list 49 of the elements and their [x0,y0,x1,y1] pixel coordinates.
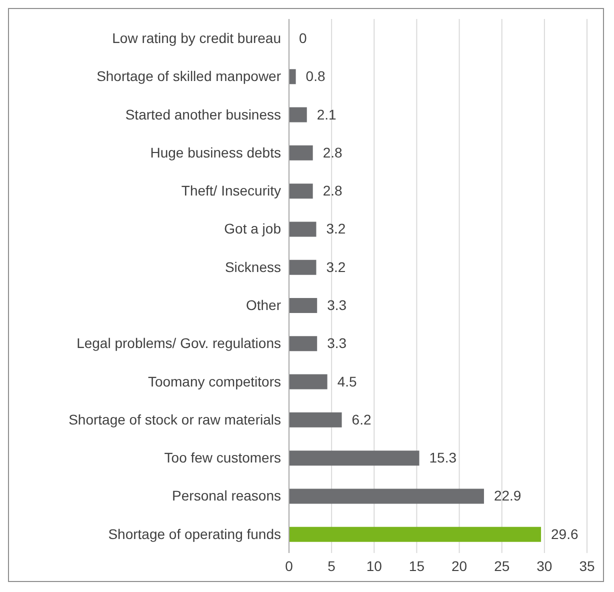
data-label: 3.3 [327,296,347,313]
x-tick-label: 25 [494,558,510,574]
x-tick-label: 0 [285,558,294,574]
data-label: 3.2 [326,258,346,275]
y-tick-label: Got a job [224,220,282,237]
y-tick-label: Too few customers [164,450,281,466]
bar [289,107,307,122]
data-label: 2.1 [316,106,337,122]
bar [289,298,318,313]
y-tick-label: Low rating by credit bureau [112,30,281,46]
bar [289,450,420,466]
data-label: 0 [299,30,307,46]
x-tick-label: 35 [579,558,595,574]
bar [289,526,542,542]
bar [289,145,313,160]
y-tick-label: Sickness [224,258,281,275]
y-tick-label: Theft/ Insecurity [181,182,281,199]
bar [289,184,313,199]
bar [289,222,316,237]
y-tick-label: Other [246,296,282,313]
bar [289,374,328,390]
y-tick-label: Huge business debts [150,144,281,160]
x-tick-label: 10 [366,558,382,574]
bar [289,488,484,504]
data-label: 3.2 [326,220,346,237]
data-label: 2.8 [322,182,343,199]
bar [289,336,318,352]
data-label: 29.6 [551,526,578,542]
x-tick-label: 30 [536,558,552,574]
data-label: 3.3 [327,335,347,352]
bar [289,412,342,428]
data-label: 6.2 [352,411,372,428]
y-tick-label: Personal reasons [172,488,281,504]
y-tick-label: Shortage of skilled manpower [96,68,282,84]
x-tick-label: 5 [328,558,336,574]
y-tick-label: Started another business [125,106,281,122]
data-label: 2.8 [322,144,343,160]
y-tick-label: Shortage of stock or raw materials [68,411,281,428]
bar [289,260,316,275]
y-tick-label: Legal problems/ Gov. regulations [76,335,281,352]
data-label: 0.8 [306,68,326,84]
data-label: 15.3 [429,450,457,466]
data-label: 22.9 [494,488,522,504]
x-tick-label: 15 [408,558,425,574]
data-label: 4.5 [337,373,357,390]
bar [289,69,296,84]
y-tick-label: Toomany competitors [148,373,281,390]
y-tick-label: Shortage of operating funds [108,526,281,542]
x-tick-label: 20 [451,558,468,574]
